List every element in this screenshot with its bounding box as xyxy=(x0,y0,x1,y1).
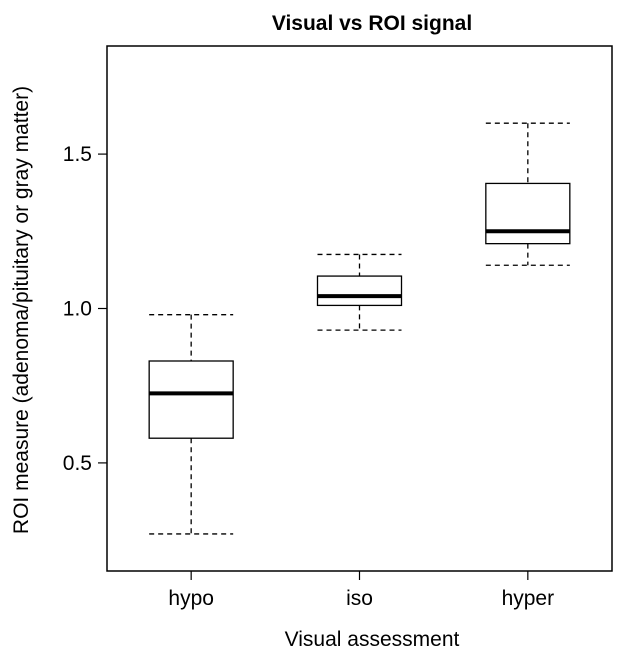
x-category-label: hyper xyxy=(502,587,555,610)
y-tick-label: 1.5 xyxy=(63,143,92,166)
box-hypo xyxy=(148,314,234,535)
box-iso xyxy=(316,253,403,331)
y-axis-label: ROI measure (adenoma/pituitary or gray m… xyxy=(10,86,33,534)
box-group xyxy=(148,122,571,535)
x-axis-label: Visual assessment xyxy=(285,628,460,651)
iqr-box xyxy=(316,275,403,307)
iqr-box xyxy=(148,360,234,439)
y-tick-label: 1.0 xyxy=(63,298,92,321)
x-category-label: iso xyxy=(346,587,373,610)
iqr-box xyxy=(485,182,571,245)
y-axis: 0.5 1.0 1.5 xyxy=(63,143,107,475)
x-axis: hypo iso hyper xyxy=(168,571,554,610)
y-tick-label: 0.5 xyxy=(63,452,92,475)
chart-title: Visual vs ROI signal xyxy=(272,12,472,35)
box-hyper xyxy=(485,122,571,266)
x-category-label: hypo xyxy=(168,587,214,610)
